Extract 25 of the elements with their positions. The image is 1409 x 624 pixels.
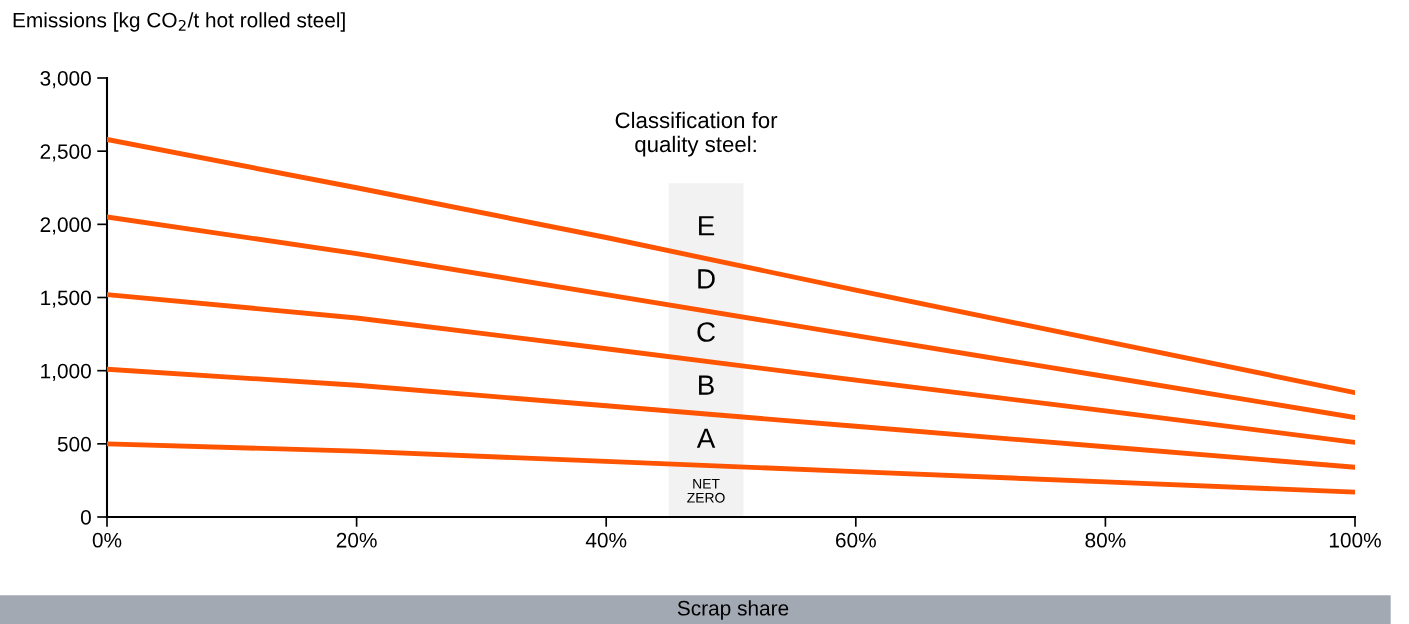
line-series — [107, 366, 1355, 470]
annotation: D — [698, 269, 715, 289]
y-tick-label: 0 — [80, 510, 91, 525]
x-tick-label: 40% — [585, 532, 627, 548]
annotation: B — [699, 375, 714, 395]
annotation: E — [699, 216, 715, 236]
y-tick-label: 1,000 — [41, 363, 91, 381]
line-series — [107, 214, 1355, 420]
annotation: A — [696, 428, 716, 448]
annotation: C — [697, 322, 716, 342]
y-tick-label: 500 — [57, 436, 91, 452]
line-series — [107, 137, 1355, 396]
annotation: Classification for quality steel: — [615, 111, 778, 157]
y-tick-label: 1,500 — [41, 290, 91, 308]
x-tick-label: 100% — [1329, 532, 1381, 548]
annotation: NET ZERO — [687, 479, 725, 503]
y-axis-title: Emissions [kg CO$_{2}$/t hot rolled steel] — [13, 12, 345, 32]
y-tick-label: 2,500 — [40, 144, 91, 162]
y-tick-label: 3,000 — [40, 71, 91, 89]
x-tick-label: 0% — [92, 532, 122, 548]
x-tick-label: 60% — [836, 532, 876, 548]
x-tick-label: 20% — [336, 532, 377, 548]
x-axis-title: Scrap share — [677, 600, 789, 620]
y-tick-label: 2,000 — [40, 217, 91, 235]
x-tick-label: 80% — [1085, 532, 1126, 548]
